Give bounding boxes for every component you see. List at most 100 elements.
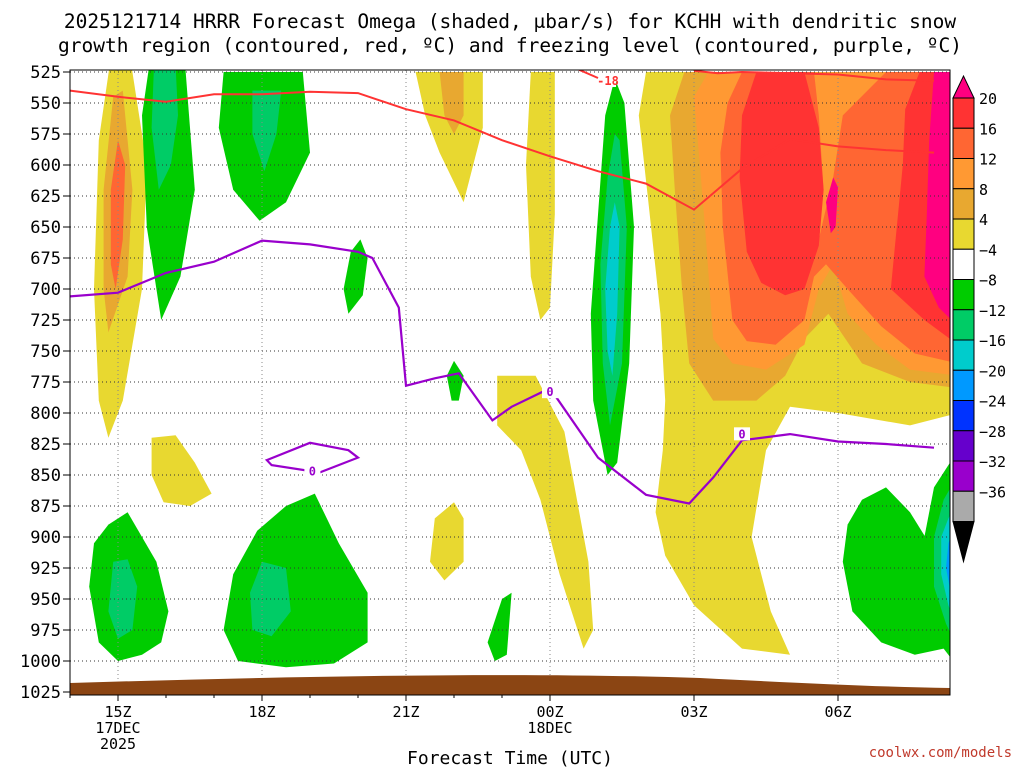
ytick-label-800: 800 xyxy=(30,404,61,424)
colorbar-top-arrow xyxy=(952,74,975,99)
colorbar-swatch-8 xyxy=(952,309,975,341)
omega-region-27 xyxy=(739,72,824,296)
colorbar-bottom-arrow xyxy=(952,521,975,564)
colorbar-swatch-9 xyxy=(952,339,975,371)
omega-region-6 xyxy=(252,90,282,172)
omega-region-22 xyxy=(605,202,620,376)
colorbar-label-13: −36 xyxy=(979,483,1006,501)
ytick-label-700: 700 xyxy=(30,280,61,300)
omega-region-14 xyxy=(415,72,483,203)
colorbar-label-9: −20 xyxy=(979,362,1006,380)
colorbar-swatch-6 xyxy=(952,248,975,280)
colorbar-label-10: −24 xyxy=(979,393,1006,411)
ground-terrain xyxy=(70,675,950,695)
colorbar-label-12: −32 xyxy=(979,453,1006,471)
omega-shading-layer xyxy=(89,70,958,668)
omega-region-37 xyxy=(956,543,958,593)
omega-region-36 xyxy=(951,531,958,605)
dgz-label: -18 xyxy=(597,74,619,88)
omega-region-17 xyxy=(497,375,594,649)
omega-region-34 xyxy=(941,515,950,610)
omega-region-18 xyxy=(430,502,464,581)
colorbar: 20 16 12 8 4 −4 −8 −12 −16 −20 −24 −28 −32 −36 xyxy=(952,74,1006,564)
x-axis-label: Forecast Time (UTC) xyxy=(407,748,613,768)
ytick-label-725: 725 xyxy=(30,311,61,331)
chart-title-line-2: growth region (contoured, red, ºC) and f… xyxy=(58,34,962,57)
colorbar-swatch-3 xyxy=(952,158,975,190)
freezing-label-00z: 0 xyxy=(546,385,553,399)
ytick-label-900: 900 xyxy=(30,528,61,548)
freezing-label-loop-bg xyxy=(304,464,321,478)
colorbar-swatch-2 xyxy=(952,127,975,159)
credit-link[interactable]: coolwx.com/models xyxy=(869,745,1012,761)
xtick-label-15Z-1: 17DEC xyxy=(95,719,140,737)
ytick-label-750: 750 xyxy=(30,342,61,362)
xtick-label-18Z-0: 18Z xyxy=(248,703,275,721)
colorbar-label-2: 12 xyxy=(979,151,997,169)
ytick-label-575: 575 xyxy=(30,125,61,145)
ytick-label-925: 925 xyxy=(30,559,61,579)
ytick-label-650: 650 xyxy=(30,218,61,238)
xtick-label-15Z-2: 2025 xyxy=(100,735,136,753)
ytick-label-550: 550 xyxy=(30,94,61,114)
colorbar-swatch-11 xyxy=(952,400,975,432)
omega-region-35 xyxy=(946,539,950,589)
freezing-label-loop: 0 xyxy=(309,465,316,479)
colorbar-label-0: 20 xyxy=(979,90,997,108)
dgz-contour-line-top xyxy=(693,70,935,82)
colorbar-label-1: 16 xyxy=(979,120,997,138)
omega-region-8 xyxy=(151,435,212,506)
colorbar-swatch-12 xyxy=(952,430,975,462)
xtick-label-15Z-0: 15Z xyxy=(104,703,131,721)
colorbar-label-8: −16 xyxy=(979,332,1006,350)
ytick-label-775: 775 xyxy=(30,373,61,393)
colorbar-label-6: −8 xyxy=(979,272,997,290)
xtick-label-06Z-0: 06Z xyxy=(824,703,851,721)
omega-region-15 xyxy=(439,72,464,134)
freezing-label-04z: 0 xyxy=(738,427,745,441)
ytick-label-875: 875 xyxy=(30,497,61,517)
colorbar-swatch-1 xyxy=(952,97,975,129)
ytick-label-600: 600 xyxy=(30,156,61,176)
ytick-label-525: 525 xyxy=(30,63,61,83)
colorbar-label-5: −4 xyxy=(979,241,997,259)
xtick-label-00Z-0: 00Z xyxy=(536,703,563,721)
dgz-contour-line xyxy=(70,89,935,211)
omega-region-30 xyxy=(826,177,838,234)
omega-region-16 xyxy=(526,72,555,320)
colorbar-swatch-10 xyxy=(952,369,975,401)
xtick-label-21Z-0: 21Z xyxy=(392,703,419,721)
freezing-label-00z-bg xyxy=(542,385,558,399)
colorbar-swatch-5 xyxy=(952,218,975,250)
ytick-label-950: 950 xyxy=(30,590,61,610)
ytick-label-825: 825 xyxy=(30,435,61,455)
colorbar-swatch-7 xyxy=(952,279,975,311)
dgz-label-bg xyxy=(600,74,616,87)
dgz-contour-fragment xyxy=(577,70,599,79)
freezing-level-loop xyxy=(264,441,361,474)
y-axis-pressure: 525 550 575 600 625 650 675 700 725 750 775 800 825 8… xyxy=(20,63,70,703)
colorbar-label-11: −28 xyxy=(979,423,1006,441)
chart-title-line-1: 2025121714 HRRR Forecast Omega (shaded, … xyxy=(64,10,956,33)
colorbar-swatch-4 xyxy=(952,188,975,220)
omega-region-13 xyxy=(446,360,464,401)
ytick-label-975: 975 xyxy=(30,621,61,641)
ytick-label-675: 675 xyxy=(30,249,61,269)
colorbar-label-7: −12 xyxy=(979,302,1006,320)
ytick-label-1025: 1025 xyxy=(20,683,61,703)
omega-region-19 xyxy=(487,592,512,661)
omega-region-31 xyxy=(842,487,949,655)
xtick-label-00Z-1: 18DEC xyxy=(527,719,572,737)
ytick-label-850: 850 xyxy=(30,466,61,486)
xtick-label-03Z-0: 03Z xyxy=(680,703,707,721)
colorbar-label-3: 8 xyxy=(979,181,988,199)
omega-region-7 xyxy=(343,239,368,314)
colorbar-swatch-13 xyxy=(952,460,975,492)
colorbar-label-4: 4 xyxy=(979,211,988,229)
ytick-label-625: 625 xyxy=(30,187,61,207)
contour-labels: 0 0 0 -18 xyxy=(304,74,750,479)
colorbar-swatch-14 xyxy=(952,490,975,522)
ytick-label-1000: 1000 xyxy=(20,652,61,672)
